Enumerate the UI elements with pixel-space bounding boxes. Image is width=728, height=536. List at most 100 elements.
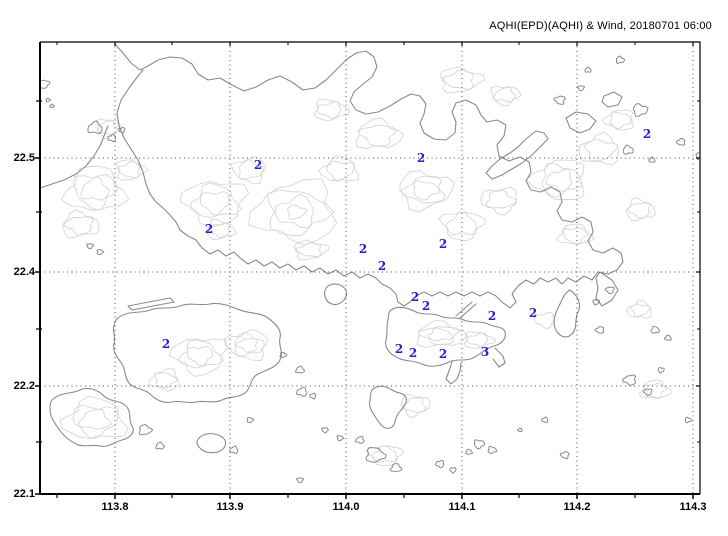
coastline-islet xyxy=(663,334,672,341)
coastline-islet xyxy=(465,448,474,455)
station-aqhi-value: 2 xyxy=(642,127,652,141)
coastline-islet xyxy=(577,85,586,92)
terrain-contour xyxy=(80,176,111,201)
coastline-islet xyxy=(584,66,592,73)
terrain-contour xyxy=(235,338,258,353)
station-aqhi-value: 2 xyxy=(438,237,448,251)
terrain-contour xyxy=(609,111,633,130)
coastline-islet xyxy=(622,144,634,155)
terrain-contours xyxy=(59,66,672,467)
coastline-islet xyxy=(389,463,403,473)
coastline-islet xyxy=(354,435,365,444)
coastline-islet xyxy=(155,441,165,450)
terrain-contour xyxy=(485,189,517,209)
terrain-contour xyxy=(399,170,455,213)
coastline-islet xyxy=(295,365,305,374)
terrain-contour xyxy=(441,69,475,90)
terrain-contour xyxy=(292,239,330,261)
coastline-stanley xyxy=(445,361,462,385)
coastline-islet xyxy=(449,467,457,474)
coastline-airport xyxy=(127,297,175,311)
axis-bottom-left xyxy=(39,42,700,495)
terrain-contour xyxy=(207,222,231,239)
y-axis-label: 22.1 xyxy=(13,488,35,500)
terrain-contour xyxy=(60,166,130,211)
terrain-contour xyxy=(248,178,338,246)
coastline-islet xyxy=(657,367,665,374)
station-aqhi-value: 2 xyxy=(528,306,538,320)
y-axis-label: 22.4 xyxy=(13,266,35,278)
terrain-contour xyxy=(545,168,573,192)
y-axis-label: 22.5 xyxy=(13,152,35,164)
axis-ticks xyxy=(35,42,700,499)
coastline-se-peninsula-2 xyxy=(595,271,619,307)
coastline-islet xyxy=(553,95,566,105)
terrain-contour xyxy=(365,445,405,467)
coastline-islet xyxy=(559,451,570,460)
terrain-contour xyxy=(177,339,225,369)
y-axis-label: 22.2 xyxy=(13,380,35,392)
station-aqhi-value: 2 xyxy=(161,337,171,351)
station-aqhi-value: 2 xyxy=(377,259,387,273)
coastline-islet xyxy=(45,97,51,103)
coastline-islet xyxy=(336,435,345,442)
x-axis-label: 114.0 xyxy=(332,501,360,513)
terrain-contour xyxy=(416,319,468,348)
terrain-contour xyxy=(466,332,489,348)
coastline-islet xyxy=(517,427,523,432)
coastline-islet xyxy=(541,416,549,424)
terrain-contour xyxy=(189,182,242,219)
coastline-islet xyxy=(309,392,317,400)
terrain-contour xyxy=(274,193,315,229)
x-axis-label: 114.2 xyxy=(563,501,591,513)
x-axis-label: 114.3 xyxy=(679,501,707,513)
coastline-islet xyxy=(41,79,51,89)
terrain-contour xyxy=(439,66,486,94)
terrain-contour xyxy=(630,303,652,318)
terrain-contour xyxy=(294,242,322,258)
coastline-islet xyxy=(295,477,304,484)
coastline-islet xyxy=(594,326,605,334)
terrain-contour xyxy=(355,117,405,150)
coastline-islet xyxy=(487,445,498,455)
terrain-contour xyxy=(601,109,634,131)
axis-top-right xyxy=(40,41,701,494)
terrain-contour xyxy=(427,327,454,342)
coastline-islet xyxy=(279,351,288,358)
terrain-contour xyxy=(445,211,477,236)
coastline-islet xyxy=(87,120,103,135)
terrain-contour xyxy=(555,223,595,245)
terrain-contour xyxy=(62,209,100,239)
coastline-islet xyxy=(49,103,55,109)
station-aqhi-value: 2 xyxy=(416,151,426,165)
coastline-islet xyxy=(592,299,600,306)
station-aqhi-value: 2 xyxy=(487,309,497,323)
terrain-contour xyxy=(186,345,214,367)
terrain-contour xyxy=(179,181,250,229)
terrain-contour xyxy=(59,395,129,439)
coastline-islet xyxy=(118,126,126,134)
station-aqhi-value: 3 xyxy=(480,345,490,359)
terrain-contour xyxy=(147,368,180,392)
gridlines xyxy=(40,42,700,494)
terrain-contour xyxy=(230,156,267,185)
coastline-tolo-harbour xyxy=(485,130,549,180)
coastline-daguilar xyxy=(492,347,506,368)
terrain-contour xyxy=(357,124,398,147)
coastline-deep-bay xyxy=(41,125,109,189)
terrain-contour xyxy=(168,338,228,377)
terrain-contour xyxy=(238,158,264,181)
coastline-islet xyxy=(633,103,649,117)
terrain-contour xyxy=(400,175,446,204)
coastline-islet xyxy=(604,286,615,295)
coastline-lantau xyxy=(112,302,282,404)
terrain-contour xyxy=(325,160,355,182)
coastline-islet xyxy=(650,325,661,334)
terrain-contour xyxy=(286,204,307,220)
terrain-contour xyxy=(318,155,360,182)
coastline-islet xyxy=(684,416,692,424)
coastline-islet xyxy=(295,386,308,397)
coastline-islet xyxy=(229,445,239,454)
coastline-plover-cove xyxy=(565,111,597,134)
x-axis-label: 114.1 xyxy=(448,501,476,513)
